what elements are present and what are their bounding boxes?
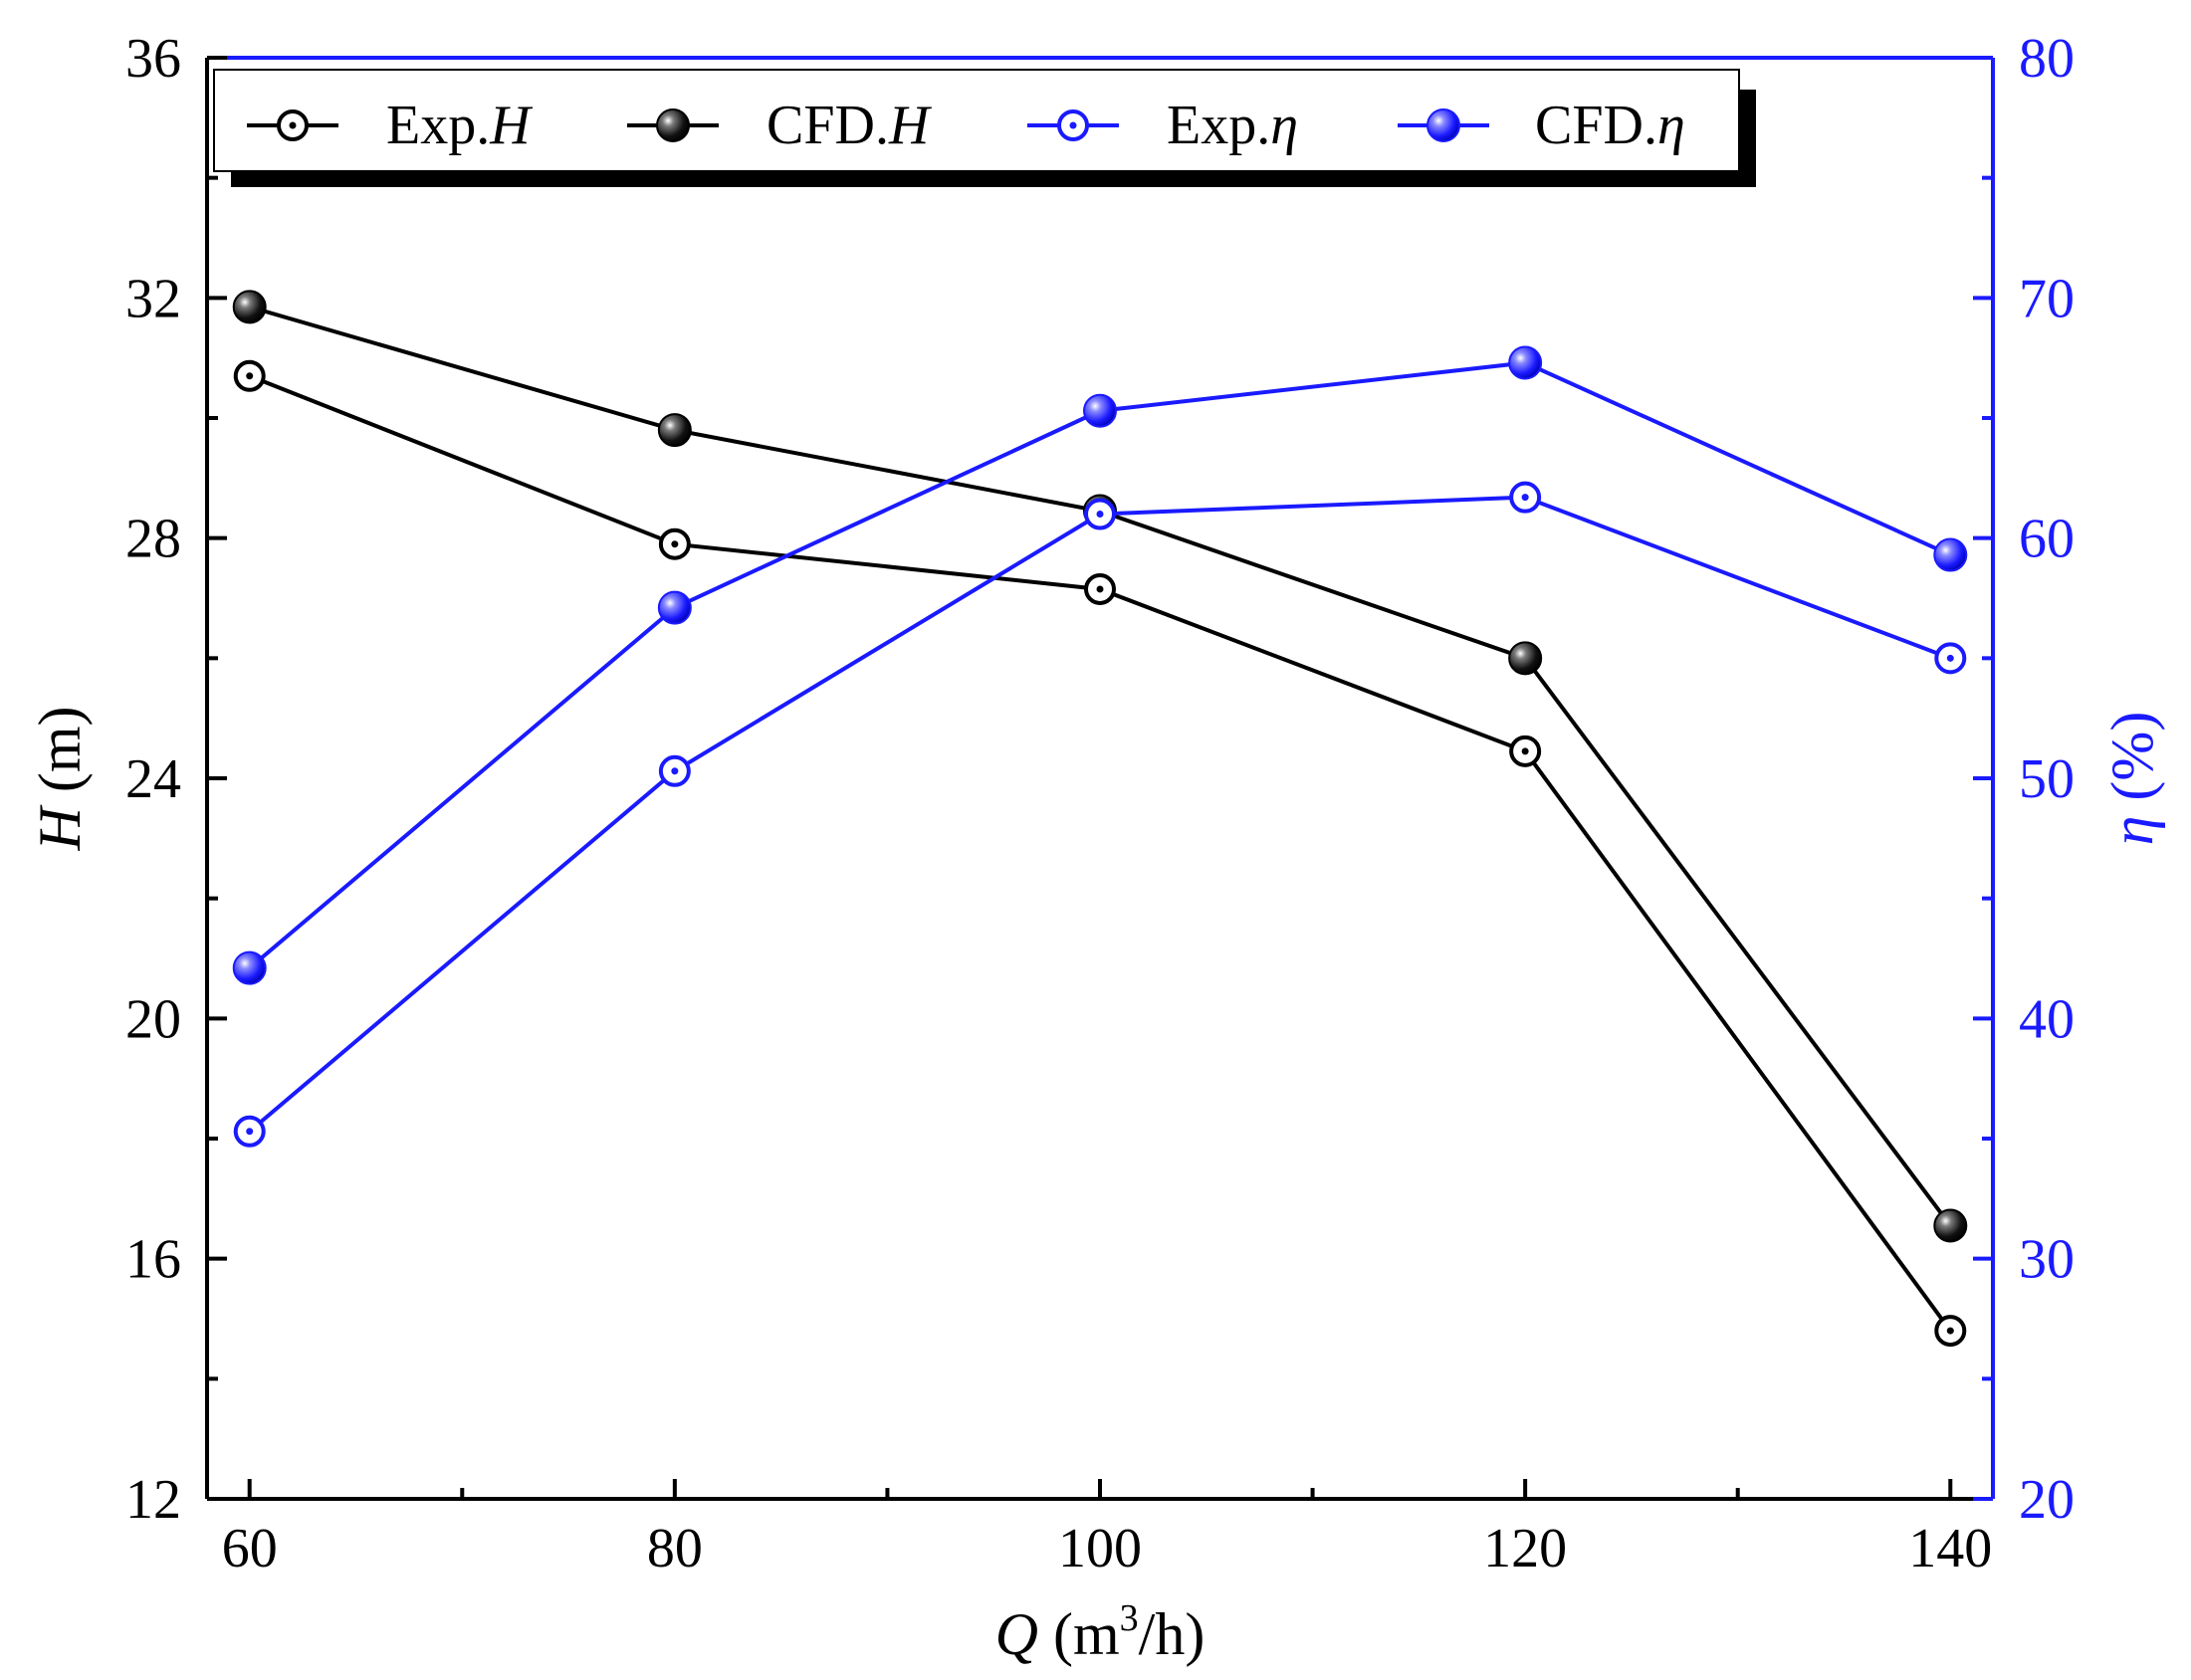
y-axis-left-title-symbol: H — [27, 803, 93, 851]
point-cfd-h-120 — [1508, 641, 1543, 676]
point-center-exp-h-140 — [1946, 1327, 1954, 1335]
series-line-cfd-h — [249, 305, 1952, 1227]
x-tick-label-80: 80 — [647, 1518, 703, 1579]
legend-marker-cfd-h — [656, 108, 690, 142]
y-right-tick-label-20: 20 — [2019, 1469, 2075, 1531]
legend-prefix-cfd-eta: CFD. — [1535, 95, 1657, 156]
y-right-tick-label-70: 70 — [2019, 268, 2075, 329]
legend-symbol-cfd-h: H — [888, 95, 932, 156]
y-axis-left-title-unit: (m) — [27, 707, 93, 808]
y-axis-right-title: η (%) — [2099, 712, 2165, 846]
y-axis-right-title-unit: (%) — [2099, 712, 2165, 816]
legend-label-exp-eta: Exp.η — [1167, 95, 1298, 156]
y-right-tick-label-30: 30 — [2019, 1229, 2075, 1291]
point-center-exp-eta-120 — [1521, 494, 1529, 502]
legend-label-cfd-eta: CFD.η — [1535, 95, 1685, 156]
y-left-tick-label-24: 24 — [125, 748, 181, 810]
x-axis-title: Q (m3/h) — [995, 1597, 1205, 1667]
point-cfd-h-60 — [232, 290, 267, 324]
point-cfd-eta-120 — [1508, 345, 1543, 380]
x-tick-label-120: 120 — [1483, 1518, 1567, 1579]
x-axis-title-unit-post: /h) — [1139, 1601, 1205, 1667]
point-center-exp-eta-100 — [1096, 511, 1104, 519]
y-left-tick-label-32: 32 — [125, 268, 181, 329]
y-left-tick-label-12: 12 — [125, 1469, 181, 1531]
legend-label-exp-h: Exp.H — [386, 95, 533, 156]
legend-prefix-exp-h: Exp. — [386, 95, 490, 156]
y-left-tick-label-20: 20 — [125, 988, 181, 1050]
legend-item-exp-h: Exp.H — [247, 95, 533, 156]
legend: Exp.H CFD.H Exp.η CFD.η — [213, 69, 1756, 187]
point-cfd-h-80 — [657, 413, 692, 448]
point-center-exp-eta-140 — [1946, 654, 1954, 662]
legend-marker-cfd-eta — [1426, 108, 1460, 142]
x-tick-label-60: 60 — [222, 1518, 278, 1579]
legend-prefix-cfd-h: CFD. — [767, 95, 889, 156]
y-left-tick-label-16: 16 — [125, 1229, 181, 1291]
point-center-exp-eta-80 — [671, 767, 679, 775]
x-axis-title-unit-sup: 3 — [1120, 1597, 1139, 1639]
legend-marker-exp-h-dot — [289, 121, 297, 129]
point-cfd-h-140 — [1933, 1208, 1968, 1243]
legend-box — [213, 69, 1740, 172]
x-tick-label-100: 100 — [1058, 1518, 1142, 1579]
legend-symbol-exp-h: H — [489, 95, 533, 156]
series-line-cfd-eta — [248, 360, 1952, 970]
x-axis-title-unit-pre: (m — [1038, 1601, 1120, 1667]
point-center-exp-h-100 — [1096, 585, 1104, 593]
point-center-exp-h-120 — [1521, 747, 1529, 755]
point-center-exp-h-60 — [246, 372, 254, 380]
y-right-tick-label-40: 40 — [2019, 988, 2075, 1050]
series-layer — [232, 290, 1968, 1348]
point-center-exp-eta-60 — [246, 1128, 254, 1136]
y-right-tick-label-80: 80 — [2019, 28, 2075, 90]
legend-item-exp-eta: Exp.η — [1027, 95, 1298, 156]
point-cfd-eta-140 — [1933, 537, 1968, 572]
legend-prefix-exp-eta: Exp. — [1167, 95, 1270, 156]
legend-item-cfd-eta: CFD.η — [1398, 95, 1685, 156]
point-cfd-eta-80 — [657, 590, 692, 625]
legend-item-cfd-h: CFD.H — [627, 95, 932, 156]
y-right-tick-label-50: 50 — [2019, 748, 2075, 810]
x-axis-title-symbol: Q — [995, 1601, 1038, 1667]
y-left-tick-label-28: 28 — [125, 509, 181, 570]
legend-label-cfd-h: CFD.H — [767, 95, 932, 156]
y-axis-left-title: H (m) — [27, 707, 93, 852]
point-cfd-eta-60 — [232, 950, 267, 985]
axis-layer: 60 80 100 120 140 12 16 20 24 28 32 36 20 30 40 50 60 70 8… — [125, 28, 2075, 1579]
y-left-tick-label-36: 36 — [125, 28, 181, 90]
x-tick-label-140: 140 — [1908, 1518, 1992, 1579]
legend-marker-exp-eta-dot — [1069, 121, 1077, 129]
point-center-exp-h-80 — [671, 540, 679, 548]
y-right-tick-label-60: 60 — [2019, 509, 2075, 570]
legend-symbol-cfd-eta: η — [1657, 95, 1685, 156]
legend-symbol-exp-eta: η — [1270, 95, 1298, 156]
point-cfd-eta-100 — [1083, 393, 1117, 428]
y-axis-right-title-symbol: η — [2099, 816, 2165, 846]
